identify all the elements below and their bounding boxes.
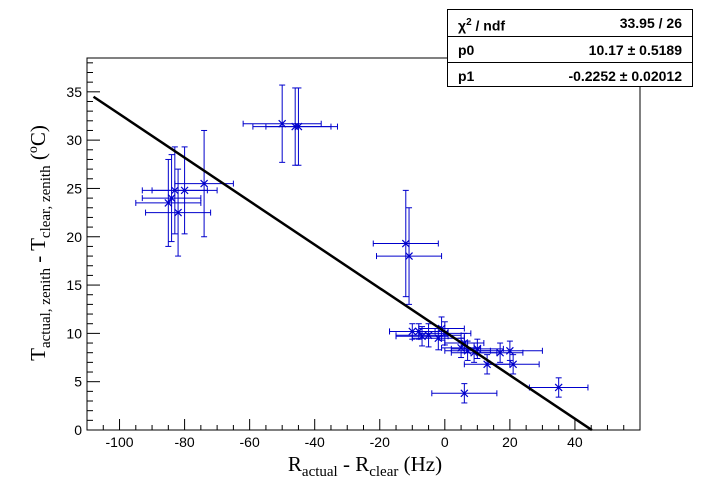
stats-row-p1: p1 -0.2252 ± 0.02012	[448, 62, 692, 89]
stats-row-p0: p0 10.17 ± 0.5189	[448, 36, 692, 63]
stats-value-p1: -0.2252 ± 0.02012	[568, 68, 682, 84]
data-point	[496, 348, 505, 357]
y-tick-label: 35	[66, 84, 82, 100]
x-tick-label: -100	[106, 434, 134, 450]
x-tick-label: -40	[305, 434, 325, 450]
stats-row-chi2: χ2 / ndf 33.95 / 26	[448, 10, 692, 36]
stats-value-p0: 10.17 ± 0.5189	[588, 42, 682, 58]
data-point	[434, 334, 443, 343]
y-tick-label: 30	[66, 132, 82, 148]
y-tick-label: 20	[66, 229, 82, 245]
data-point	[554, 383, 563, 392]
stats-key-p1: p1	[458, 68, 475, 84]
fit-stats-box: χ2 / ndf 33.95 / 26 p0 10.17 ± 0.5189 p1…	[447, 9, 693, 87]
data-point	[180, 186, 189, 195]
y-axis-title: Tactual, zenith - Tclear, zenith (oC)	[26, 125, 54, 361]
plot-frame	[86, 57, 641, 431]
x-tick-label: -20	[370, 434, 390, 450]
data-point	[414, 327, 423, 336]
error-bars	[135, 84, 589, 404]
data-point	[164, 199, 173, 207]
stats-value-chi2: 33.95 / 26	[619, 15, 682, 31]
stats-key-p0: p0	[458, 42, 475, 58]
data-point	[291, 122, 300, 131]
data-point	[200, 179, 209, 188]
data-point	[170, 186, 179, 195]
data-point	[418, 332, 426, 341]
data-point	[167, 194, 176, 203]
data-point	[505, 346, 514, 355]
data-point	[174, 208, 183, 217]
x-tick-label: 20	[502, 434, 518, 450]
data-point	[278, 119, 287, 128]
data-point	[509, 360, 518, 369]
x-tick-label: -80	[174, 434, 194, 450]
fit-line	[92, 95, 593, 432]
x-tick-label: 0	[441, 434, 449, 450]
x-tick-label: 40	[567, 434, 583, 450]
y-tick-label: 10	[66, 325, 82, 341]
data-point	[408, 327, 417, 336]
data-point	[405, 252, 413, 261]
y-tick-label: 15	[66, 277, 82, 293]
axis-ticks: -100 -80 -60 -40 -20 0 20 40 0 5 10 15 20 25 30 35	[66, 62, 625, 450]
x-tick-label: -60	[240, 434, 260, 450]
data-point	[460, 389, 469, 398]
x-axis-title: Ractual - Rclear (Hz)	[288, 452, 442, 480]
y-tick-label: 0	[74, 422, 82, 438]
y-tick-label: 25	[66, 180, 82, 196]
stats-key-chi2: χ2 / ndf	[458, 17, 506, 34]
data-point	[401, 239, 410, 248]
data-points	[164, 119, 563, 398]
data-point	[424, 331, 433, 340]
y-tick-label: 5	[74, 374, 82, 390]
data-point	[294, 122, 303, 131]
